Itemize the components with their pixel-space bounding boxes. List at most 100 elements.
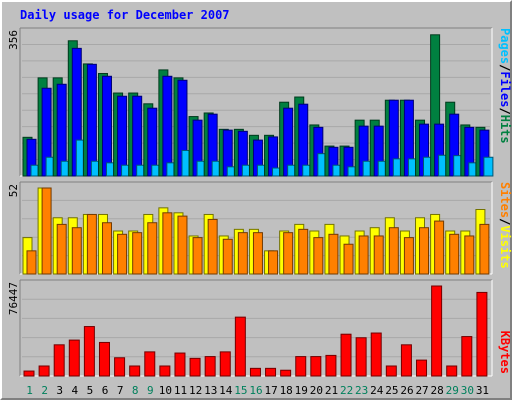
kbytes-bar [144,351,156,377]
sites-bar [434,220,445,275]
sites-bar [343,243,354,275]
sites-bar [419,227,430,275]
sites-bar [237,232,248,275]
kbytes-bar [416,359,428,377]
pages-bar [483,156,494,177]
x-tick-label: 19 [295,384,308,397]
kbytes-bar [98,341,110,377]
x-tick-label: 21 [325,384,338,397]
files-bar [101,75,112,177]
y-max-label: 356 [7,30,20,50]
sites-bar [147,222,158,275]
kbytes-bar [476,291,488,377]
x-tick-label: 30 [461,384,474,397]
x-tick-label: 23 [355,384,368,397]
kbytes-bar [325,354,337,377]
x-tick-label: 22 [340,384,353,397]
legend: KBytes [498,331,512,374]
legend-files: Files [498,71,512,107]
sites-bar [328,233,339,275]
kbytes-bar [295,356,307,377]
legend: Pages/Files/Hits [498,28,512,144]
x-tick-label: 1 [26,384,33,397]
kbytes-bar [280,369,292,377]
sites-bar [56,223,67,275]
legend-pages: Pages [498,28,512,64]
sites-bar [358,235,369,275]
x-tick-label: 26 [400,384,413,397]
sites-bar [117,233,128,275]
x-tick-label: 16 [249,384,262,397]
kbytes-bar [174,352,186,377]
sites-bar [313,237,324,275]
x-tick-label: 31 [476,384,489,397]
kbytes-bar [249,367,261,377]
sites-bar [373,235,384,275]
chart-title: Daily usage for December 2007 [20,8,230,22]
files-bar [162,75,173,177]
legend: Sites/Visits [498,182,512,269]
files-bar [132,95,143,177]
x-tick-label: 25 [385,384,398,397]
x-tick-label: 17 [264,384,277,397]
sites-bar [464,235,475,275]
kbytes-bar [446,365,458,377]
x-tick-label: 28 [431,384,444,397]
sites-bar [132,232,143,275]
kbytes-bar [431,285,443,377]
kbytes-bar [461,336,473,377]
x-tick-label: 8 [132,384,139,397]
sites-bar [71,227,82,275]
kbytes-bar [265,367,277,377]
sites-bar [41,187,52,275]
sites-bar [449,233,460,275]
kbytes-bar [114,357,126,377]
x-tick-label: 14 [219,384,233,397]
sites-bar [177,215,188,275]
kbytes-bar [68,339,80,377]
sites-bar [101,222,112,275]
x-tick-label: 9 [147,384,154,397]
x-tick-label: 2 [41,384,48,397]
kbytes-bar [129,365,141,377]
kbytes-bar [38,365,50,377]
x-tick-label: 13 [204,384,217,397]
x-tick-label: 27 [415,384,428,397]
sites-bar [252,232,263,275]
x-tick-label: 24 [370,384,384,397]
x-tick-label: 20 [310,384,323,397]
files-bar [86,63,97,177]
x-tick-label: 29 [446,384,459,397]
legend-visits: Visits [498,225,512,268]
kbytes-bar [234,316,246,377]
kbytes-bar [355,337,367,377]
legend-separator: / [498,218,512,225]
sites-bar [479,223,490,275]
kbytes-bar [23,370,35,377]
sites-bar [86,213,97,275]
y-max-label: 76447 [7,282,20,315]
x-tick-label: 5 [87,384,94,397]
x-tick-label: 18 [280,384,293,397]
sites-bar [222,238,233,275]
x-tick-label: 10 [159,384,172,397]
kbytes-bar [159,365,171,377]
sites-bar [403,237,414,275]
files-bar [117,95,128,177]
sites-bar [207,218,218,275]
kbytes-bar [370,332,382,377]
sites-bar [162,212,173,275]
sites-bar [298,228,309,275]
sites-bar [192,237,203,275]
x-tick-label: 3 [56,384,63,397]
sites-bar [26,250,37,275]
kbytes-bar [204,356,216,377]
sites-bar [268,250,279,275]
legend-hits: Hits [498,115,512,144]
legend-separator: / [498,107,512,114]
kbytes-bar [219,351,231,377]
legend-sites: Sites [498,182,512,218]
kbytes-bar [340,333,352,377]
x-tick-label: 6 [102,384,109,397]
